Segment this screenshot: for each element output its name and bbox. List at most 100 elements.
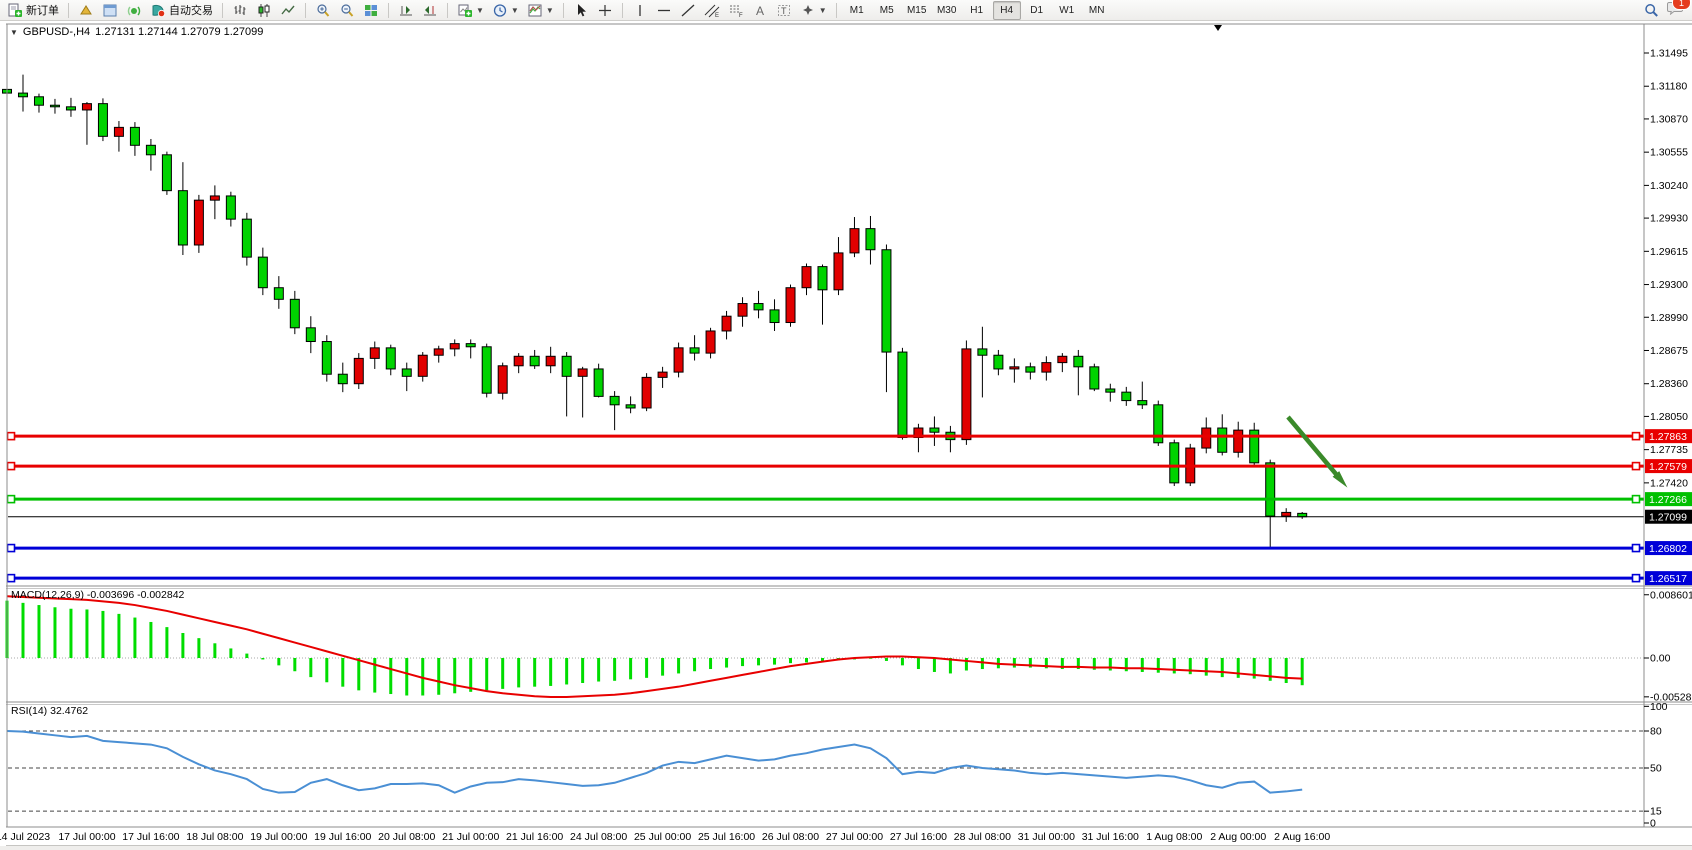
line-handle[interactable] bbox=[1631, 543, 1641, 553]
line-handle[interactable] bbox=[6, 573, 16, 583]
vertical-line-tool[interactable] bbox=[629, 1, 651, 19]
line-handle[interactable] bbox=[6, 494, 16, 504]
fibonacci-tool[interactable]: F bbox=[725, 1, 747, 19]
zoom-out-button[interactable] bbox=[336, 1, 358, 19]
tab-timeframe-h1[interactable]: H1 bbox=[970, 4, 984, 16]
candle-body bbox=[1169, 442, 1180, 484]
tab-timeframe-m1[interactable]: M1 bbox=[849, 4, 864, 16]
zoom-in-button[interactable] bbox=[312, 1, 334, 19]
price-tag-label: 1.27099 bbox=[1649, 512, 1687, 524]
chart-title: ▼ GBPUSD-,H4 1.27131 1.27144 1.27079 1.2… bbox=[10, 26, 263, 38]
new-chart-dropdown[interactable]: ▼ bbox=[454, 1, 487, 19]
tab-timeframe-m30[interactable]: M30 bbox=[936, 4, 957, 16]
trend-arrow-head[interactable] bbox=[1332, 471, 1348, 488]
period-dropdown[interactable]: ▼ bbox=[489, 1, 522, 19]
macd-name: MACD(12,26,9) bbox=[11, 589, 84, 601]
candlestick-mode-button[interactable] bbox=[253, 1, 275, 19]
tile-windows-button[interactable] bbox=[360, 1, 382, 19]
rsi-line bbox=[6, 730, 1303, 794]
candle-body bbox=[513, 355, 524, 367]
tab-timeframe-d1[interactable]: D1 bbox=[1030, 4, 1044, 16]
bar-chart-mode-button[interactable] bbox=[229, 1, 251, 19]
notifications-button[interactable]: 1 bbox=[1667, 0, 1691, 20]
tab-timeframe-h4[interactable]: H4 bbox=[992, 0, 1021, 20]
auto-trading-button[interactable]: 自动交易 bbox=[147, 1, 216, 19]
chart-shift-icon bbox=[424, 5, 436, 15]
date-axis-label: 17 Jul 16:00 bbox=[122, 831, 179, 843]
line-chart-mode-button[interactable] bbox=[277, 1, 299, 19]
candle-body bbox=[529, 355, 540, 367]
line-handle[interactable] bbox=[1631, 494, 1641, 504]
line-handle[interactable] bbox=[6, 461, 16, 471]
candle-body bbox=[49, 104, 60, 108]
rsi-axis-label: 50 bbox=[1650, 762, 1662, 774]
text-tool[interactable]: A bbox=[749, 1, 771, 19]
price-tag-box bbox=[1645, 459, 1692, 474]
chart-shift-button[interactable] bbox=[419, 1, 441, 19]
equidistant-channel-tool[interactable]: E bbox=[701, 1, 723, 19]
rsi-axis-label: 15 bbox=[1650, 806, 1662, 818]
line-handle[interactable] bbox=[6, 431, 16, 441]
price-tick-label: 1.31180 bbox=[1650, 81, 1687, 93]
arrows-dropdown[interactable]: ▼ bbox=[797, 1, 830, 19]
line-handle[interactable] bbox=[1631, 573, 1641, 583]
candle-body bbox=[145, 144, 156, 156]
candle-body bbox=[545, 355, 556, 367]
tab-timeframe-m5[interactable]: M5 bbox=[879, 4, 894, 16]
date-axis-label: 21 Jul 16:00 bbox=[506, 831, 563, 843]
toolbar-separator bbox=[222, 2, 223, 18]
candle-body bbox=[433, 348, 444, 356]
candle-body bbox=[17, 92, 28, 98]
data-window-button[interactable] bbox=[99, 1, 121, 19]
new-order-button[interactable]: 新订单 bbox=[4, 1, 62, 19]
caret-down-icon: ▼ bbox=[510, 5, 519, 15]
price-tag-label: 1.26517 bbox=[1649, 573, 1687, 585]
line-handle[interactable] bbox=[1631, 461, 1641, 471]
tab-timeframe-m15[interactable]: M15 bbox=[906, 4, 927, 16]
trendline-icon bbox=[681, 4, 695, 16]
notification-badge: 1 bbox=[1672, 0, 1691, 10]
market-watch-icon bbox=[80, 4, 92, 14]
candle-body bbox=[689, 347, 700, 354]
template-dropdown[interactable]: ▼ bbox=[524, 1, 557, 19]
signals-button[interactable] bbox=[123, 1, 145, 19]
candle-body bbox=[801, 266, 812, 289]
price-tick-label: 1.30870 bbox=[1650, 113, 1688, 125]
date-axis-label: 24 Jul 08:00 bbox=[570, 831, 627, 843]
symbol-dropdown-icon[interactable]: ▼ bbox=[10, 27, 18, 37]
candlestick-icon bbox=[258, 3, 270, 17]
cursor-tool-button[interactable] bbox=[570, 1, 592, 19]
tab-timeframe-mn[interactable]: MN bbox=[1088, 4, 1105, 16]
rsi-axis-label: 80 bbox=[1650, 726, 1662, 738]
date-axis-label: 27 Jul 00:00 bbox=[826, 831, 883, 843]
candle-body bbox=[577, 368, 588, 377]
trend-arrow[interactable] bbox=[1286, 415, 1343, 482]
macd-signal-line bbox=[6, 595, 1303, 698]
line-handle[interactable] bbox=[6, 543, 16, 553]
candle-body bbox=[721, 315, 732, 332]
search-icon[interactable] bbox=[1644, 3, 1659, 18]
horizontal-line-tool[interactable] bbox=[653, 1, 675, 19]
horizontal-line-icon bbox=[657, 9, 670, 11]
date-axis-label: 2 Aug 00:00 bbox=[1210, 831, 1266, 843]
macd-axis-label: -0.005282 bbox=[1650, 691, 1692, 703]
crosshair-tool-button[interactable] bbox=[594, 1, 616, 19]
candle-body bbox=[1041, 362, 1052, 373]
auto-scroll-button[interactable] bbox=[395, 1, 417, 19]
market-watch-button[interactable] bbox=[75, 1, 97, 19]
text-label-tool[interactable]: T bbox=[773, 1, 795, 19]
price-tick-label: 1.28990 bbox=[1650, 312, 1688, 324]
price-tag-label: 1.26802 bbox=[1649, 543, 1687, 555]
date-axis-label: 20 Jul 08:00 bbox=[378, 831, 435, 843]
vertical-line-icon bbox=[639, 4, 641, 16]
line-handle[interactable] bbox=[1631, 431, 1641, 441]
trendline-tool[interactable] bbox=[677, 1, 699, 19]
candle-body bbox=[641, 376, 652, 409]
tab-timeframe-w1[interactable]: W1 bbox=[1059, 4, 1075, 16]
svg-text:F: F bbox=[739, 13, 743, 18]
main-toolbar: 新订单 自动交易 bbox=[0, 0, 1692, 21]
candle-body bbox=[657, 371, 668, 378]
toolbar-separator bbox=[621, 2, 623, 18]
